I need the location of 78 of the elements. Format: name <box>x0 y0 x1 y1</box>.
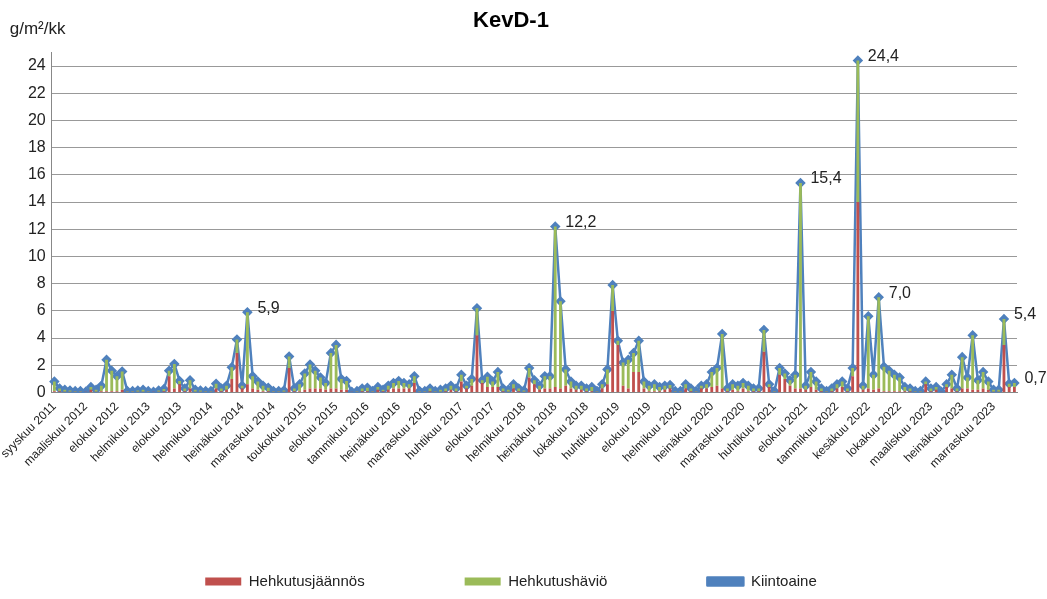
bar <box>543 388 547 392</box>
y-axis-title: g/m²/kk <box>9 19 66 39</box>
bar <box>303 389 307 392</box>
bar <box>976 389 980 392</box>
y-tick-label: 10 <box>27 246 46 264</box>
data-label: 7,0 <box>888 283 912 301</box>
bar <box>287 368 291 392</box>
bar <box>793 388 797 392</box>
bar <box>866 388 870 392</box>
bar <box>809 387 813 392</box>
bar <box>804 389 808 392</box>
y-tick-label: 8 <box>36 274 46 292</box>
data-label: 15,4 <box>810 169 842 187</box>
legend-label: Hehkutushäviö <box>508 571 608 589</box>
bar <box>986 389 990 392</box>
legend-label: Kiintoaine <box>750 571 817 589</box>
bar <box>538 389 541 392</box>
bar <box>392 388 395 392</box>
y-tick-label: 18 <box>27 138 46 156</box>
bar <box>856 202 860 392</box>
data-label: 24,4 <box>867 46 900 64</box>
bar <box>731 389 735 392</box>
bar <box>971 389 975 392</box>
bar <box>574 389 578 392</box>
bar <box>945 387 948 392</box>
legend-label: Hehkutusjäännös <box>248 571 365 589</box>
y-tick-label: 6 <box>36 301 46 319</box>
bar <box>245 384 249 392</box>
bar <box>553 387 557 392</box>
y-tick-label: 14 <box>27 192 46 210</box>
y-tick-label: 16 <box>27 165 46 183</box>
bar <box>626 388 630 392</box>
bar <box>710 387 714 392</box>
bar <box>877 388 881 392</box>
bar <box>329 388 333 392</box>
data-label: 5,4 <box>1013 305 1037 323</box>
bar <box>705 388 708 392</box>
bar <box>491 387 495 392</box>
y-tick-label: 22 <box>27 83 46 101</box>
bar <box>872 389 875 392</box>
bar <box>720 388 724 392</box>
bar <box>386 389 390 392</box>
y-tick-label: 24 <box>27 56 46 74</box>
bar <box>564 385 568 392</box>
bar <box>256 389 260 392</box>
bar <box>319 388 322 392</box>
bar <box>334 388 338 392</box>
bar <box>569 388 573 392</box>
bar <box>512 388 515 392</box>
y-tick-label: 4 <box>36 328 46 346</box>
bar <box>339 389 343 392</box>
bar <box>1007 387 1011 392</box>
y-tick-label: 0 <box>36 382 46 400</box>
bar <box>559 388 562 392</box>
bar <box>230 378 234 392</box>
bar <box>799 388 802 392</box>
bar <box>616 344 620 392</box>
data-label: 5,9 <box>257 298 280 316</box>
bar <box>611 310 615 392</box>
bar <box>950 388 954 392</box>
y-tick-label: 12 <box>27 219 46 237</box>
bar <box>172 388 176 392</box>
bar <box>966 388 969 392</box>
bar <box>486 387 489 392</box>
bar <box>225 389 228 392</box>
bar <box>1012 387 1016 392</box>
bar <box>345 389 348 392</box>
bar <box>632 372 635 392</box>
bar <box>313 388 317 392</box>
bar <box>251 388 255 392</box>
chart-title: KevD-1 <box>473 7 549 33</box>
data-label: 12,2 <box>565 212 597 230</box>
y-tick-label: 2 <box>36 355 46 373</box>
bar <box>324 389 328 392</box>
bar <box>960 388 964 392</box>
y-tick-label: 20 <box>27 110 46 128</box>
data-label: 0,7 <box>1024 369 1047 387</box>
bar <box>840 387 844 392</box>
